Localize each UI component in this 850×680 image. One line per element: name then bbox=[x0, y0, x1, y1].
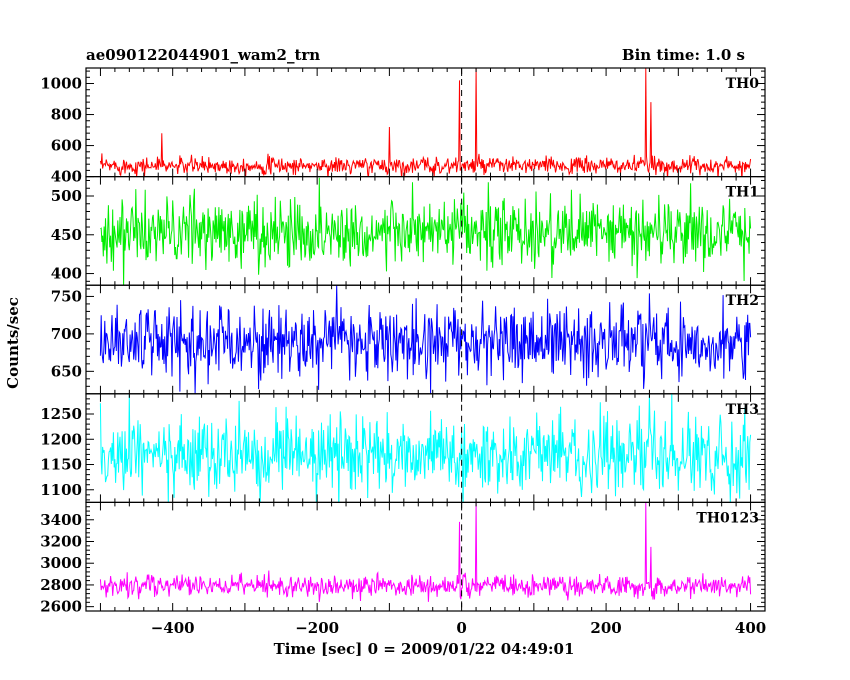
series-th2 bbox=[99, 285, 752, 394]
y-tick-label-th0: 1000 bbox=[40, 75, 82, 93]
file-name-header: ae090122044901_wam2_trn bbox=[86, 46, 320, 64]
y-tick-label-th0123: 2600 bbox=[40, 598, 82, 616]
y-tick-label-th1: 450 bbox=[51, 226, 82, 244]
x-tick-label: −200 bbox=[295, 619, 339, 637]
y-tick-label-th1: 500 bbox=[51, 187, 82, 205]
y-tick-label-th3: 1100 bbox=[40, 481, 82, 499]
y-tick-label-th3: 1150 bbox=[40, 456, 82, 474]
x-tick-label: 0 bbox=[456, 619, 466, 637]
series-th3 bbox=[99, 393, 752, 503]
panel-label-th0123: TH0123 bbox=[696, 510, 759, 526]
panel-frame-th0123 bbox=[85, 501, 766, 612]
y-axis-title: Counts/sec bbox=[4, 297, 22, 389]
y-tick-label-th0: 400 bbox=[51, 168, 82, 186]
panels: 400 600 800 1000 TH0 400 450 500 TH1 650 700 750 TH2… bbox=[40, 67, 766, 637]
y-tick-label-th0: 600 bbox=[51, 137, 82, 155]
series-th0123 bbox=[99, 502, 752, 602]
panel-label-th3: TH3 bbox=[726, 402, 759, 418]
panel-label-th1: TH1 bbox=[726, 185, 759, 201]
series-th0 bbox=[99, 68, 752, 177]
y-tick-label-th0123: 3400 bbox=[40, 511, 82, 529]
x-tick-label: −400 bbox=[151, 619, 195, 637]
panel-label-th2: TH2 bbox=[726, 293, 759, 309]
panel-label-th0: TH0 bbox=[726, 76, 760, 92]
x-tick-label: 200 bbox=[590, 619, 621, 637]
y-tick-label-th0123: 2800 bbox=[40, 576, 82, 594]
y-tick-label-th0123: 3200 bbox=[40, 532, 82, 550]
y-tick-label-th0: 800 bbox=[51, 106, 82, 124]
y-tick-label-th2: 750 bbox=[51, 287, 82, 305]
y-tick-label-th2: 650 bbox=[51, 362, 82, 380]
y-tick-label-th0123: 3000 bbox=[40, 554, 82, 572]
series-th1 bbox=[100, 177, 752, 286]
y-tick-label-th3: 1250 bbox=[40, 405, 82, 423]
bin-time-header: Bin time: 1.0 s bbox=[622, 46, 745, 64]
x-axis-title: Time [sec] 0 = 2009/01/22 04:49:01 bbox=[274, 640, 575, 658]
y-tick-label-th1: 400 bbox=[51, 265, 82, 283]
y-tick-label-th3: 1200 bbox=[40, 430, 82, 448]
y-tick-label-th2: 700 bbox=[51, 325, 82, 343]
x-tick-label: 400 bbox=[735, 619, 766, 637]
